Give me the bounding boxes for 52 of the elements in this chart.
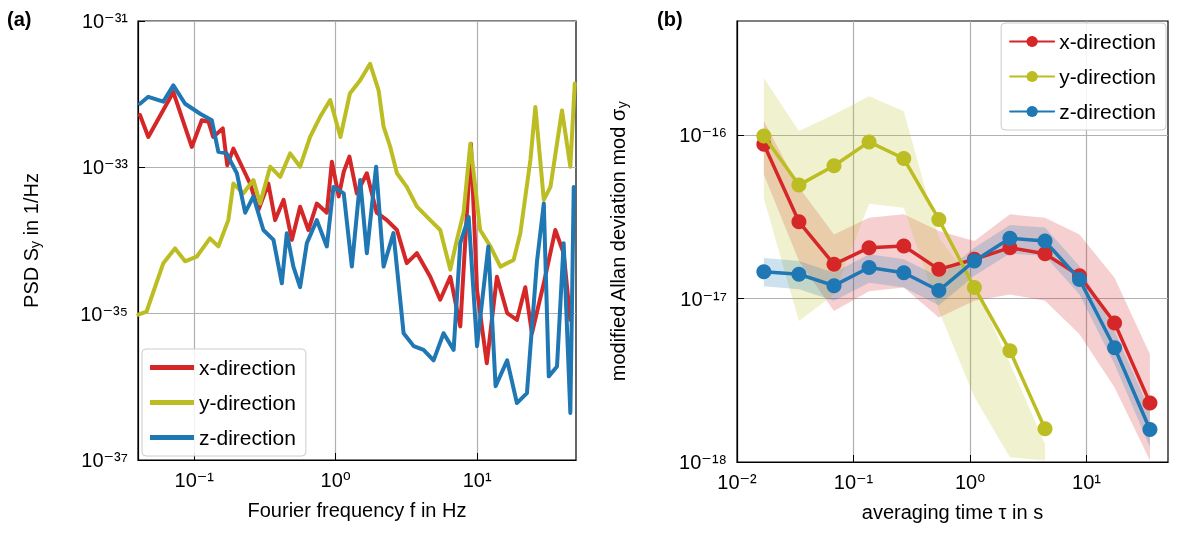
legend-label: z-direction [1059, 100, 1157, 123]
point [896, 151, 912, 167]
point [1037, 421, 1053, 437]
legend-label: z-direction [199, 426, 296, 449]
y-tick-label: 10⁻³⁷ [81, 449, 128, 471]
point [896, 238, 912, 254]
point [791, 214, 807, 230]
x-tick-label: 10⁰ [320, 469, 351, 491]
point [1002, 230, 1018, 246]
point [931, 211, 947, 227]
point [791, 266, 807, 282]
legend-label: y-direction [199, 391, 296, 414]
point [1142, 395, 1158, 411]
point [1142, 422, 1158, 438]
point [1037, 233, 1053, 249]
x-tick-label: 10⁻¹ [833, 471, 874, 493]
point [861, 260, 877, 275]
y-axis-title: modified Allan deviation mod σy [607, 101, 630, 382]
x-tick-label: 10⁻² [717, 471, 758, 493]
point [931, 283, 947, 299]
x-tick-label: 10¹ [462, 469, 492, 491]
point [826, 278, 842, 294]
y-tick-label: 10⁻¹⁸ [679, 451, 727, 473]
y-tick-label: 10⁻³³ [81, 156, 129, 179]
point [966, 279, 982, 295]
point [896, 265, 912, 281]
legend-label: x-direction [1059, 30, 1157, 53]
chart-title: (b) [657, 8, 683, 30]
x-tick-label: 10¹ [1072, 471, 1102, 493]
y-axis-title: PSD Sy in 1/Hz [20, 173, 43, 308]
legend-label: x-direction [199, 356, 296, 379]
point [756, 264, 772, 280]
chart-title: (a) [7, 8, 32, 30]
point [861, 240, 877, 256]
x-tick-label: 10⁻¹ [174, 469, 215, 491]
point [1107, 315, 1123, 331]
point [826, 158, 842, 174]
y-tick-label: 10⁻³⁵ [80, 302, 128, 325]
x-tick-label: 10⁰ [954, 471, 986, 493]
y-tick-label: 10⁻³¹ [81, 10, 129, 32]
point [826, 256, 842, 272]
point [1002, 343, 1018, 359]
point [1107, 340, 1123, 356]
point [931, 261, 947, 277]
legend-label: y-direction [1059, 65, 1157, 88]
x-axis-title: Fourier frequency f in Hz [247, 499, 467, 521]
point [861, 134, 877, 150]
y-tick-label: 10⁻¹⁷ [680, 287, 727, 310]
point [791, 177, 807, 193]
x-axis-title: averaging time τ in s [861, 501, 1044, 523]
y-tick-label: 10⁻¹⁶ [679, 124, 727, 147]
point [756, 128, 772, 144]
